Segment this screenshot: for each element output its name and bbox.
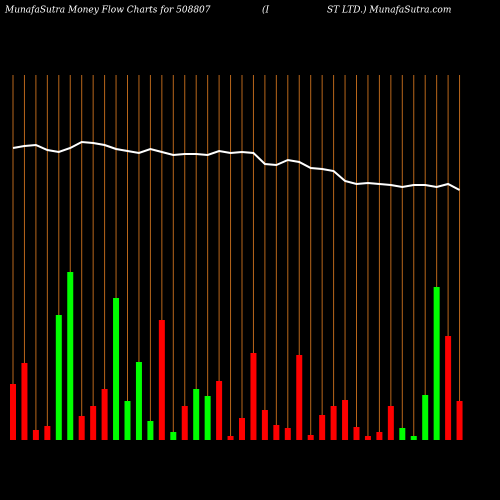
bar xyxy=(21,363,28,440)
bar xyxy=(296,355,303,440)
bar xyxy=(433,287,440,440)
bar xyxy=(124,401,131,440)
chart-subtitle: ST LTD.) MunafaSutra.com xyxy=(327,5,451,16)
bar xyxy=(193,389,200,440)
bar xyxy=(353,427,360,440)
bar xyxy=(239,418,245,440)
bar xyxy=(135,362,142,440)
bar xyxy=(147,421,154,440)
bar xyxy=(204,396,211,440)
bar xyxy=(44,426,51,440)
bar xyxy=(273,425,280,440)
bar xyxy=(181,406,188,440)
bar xyxy=(422,395,429,440)
bar xyxy=(55,315,62,440)
bar xyxy=(284,428,291,440)
bar xyxy=(10,384,16,440)
bar xyxy=(227,436,234,440)
bar xyxy=(101,389,108,440)
bar xyxy=(307,435,314,440)
bar xyxy=(261,410,268,440)
bar xyxy=(376,432,383,440)
bar xyxy=(67,272,74,440)
bar xyxy=(32,430,39,440)
bar xyxy=(445,336,452,440)
bar xyxy=(250,353,257,440)
bar xyxy=(78,416,85,440)
bar xyxy=(399,428,406,440)
money-flow-line xyxy=(12,140,461,191)
bar xyxy=(364,436,371,440)
bar xyxy=(342,400,349,440)
bar xyxy=(216,381,223,440)
bar xyxy=(410,436,417,440)
bar xyxy=(387,406,394,440)
bar xyxy=(319,415,326,440)
bar xyxy=(456,401,463,440)
bar xyxy=(330,406,337,440)
bar xyxy=(113,298,120,440)
chart-subtitle: (I xyxy=(262,5,270,16)
bar xyxy=(170,432,177,440)
chart-title: MunafaSutra Money Flow Charts for 508807 xyxy=(4,6,211,16)
bar xyxy=(158,320,165,440)
bar xyxy=(90,406,97,440)
